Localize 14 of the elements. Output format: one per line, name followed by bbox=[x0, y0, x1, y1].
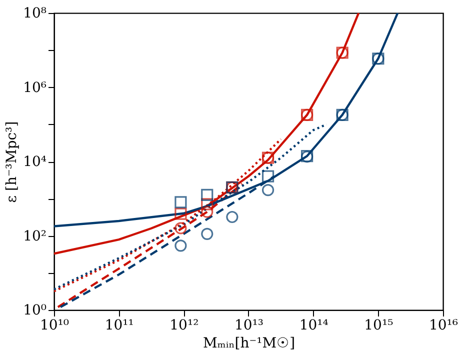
x-tick-label: 10¹⁴ bbox=[299, 318, 329, 334]
x-tick-label: 10¹⁶ bbox=[428, 318, 458, 334]
x-axis-title: Mₘᵢₙ[h⁻¹M☉] bbox=[202, 336, 296, 352]
x-tick-label: 10¹³ bbox=[234, 318, 264, 334]
y-tick-label: 10² bbox=[23, 228, 46, 244]
x-tick-label: 10¹² bbox=[170, 318, 199, 334]
y-tick-label: 10⁴ bbox=[23, 154, 47, 170]
x-tick-label: 10¹¹ bbox=[104, 318, 134, 334]
y-tick-label: 10⁶ bbox=[23, 80, 47, 96]
x-tick-label: 10¹⁰ bbox=[40, 318, 70, 334]
y-axis-title: ε [h⁻³Mpc³] bbox=[4, 121, 20, 203]
y-tick-label: 10⁸ bbox=[23, 6, 47, 22]
y-tick-label: 10⁰ bbox=[23, 302, 47, 318]
x-tick-label: 10¹⁵ bbox=[364, 318, 394, 334]
